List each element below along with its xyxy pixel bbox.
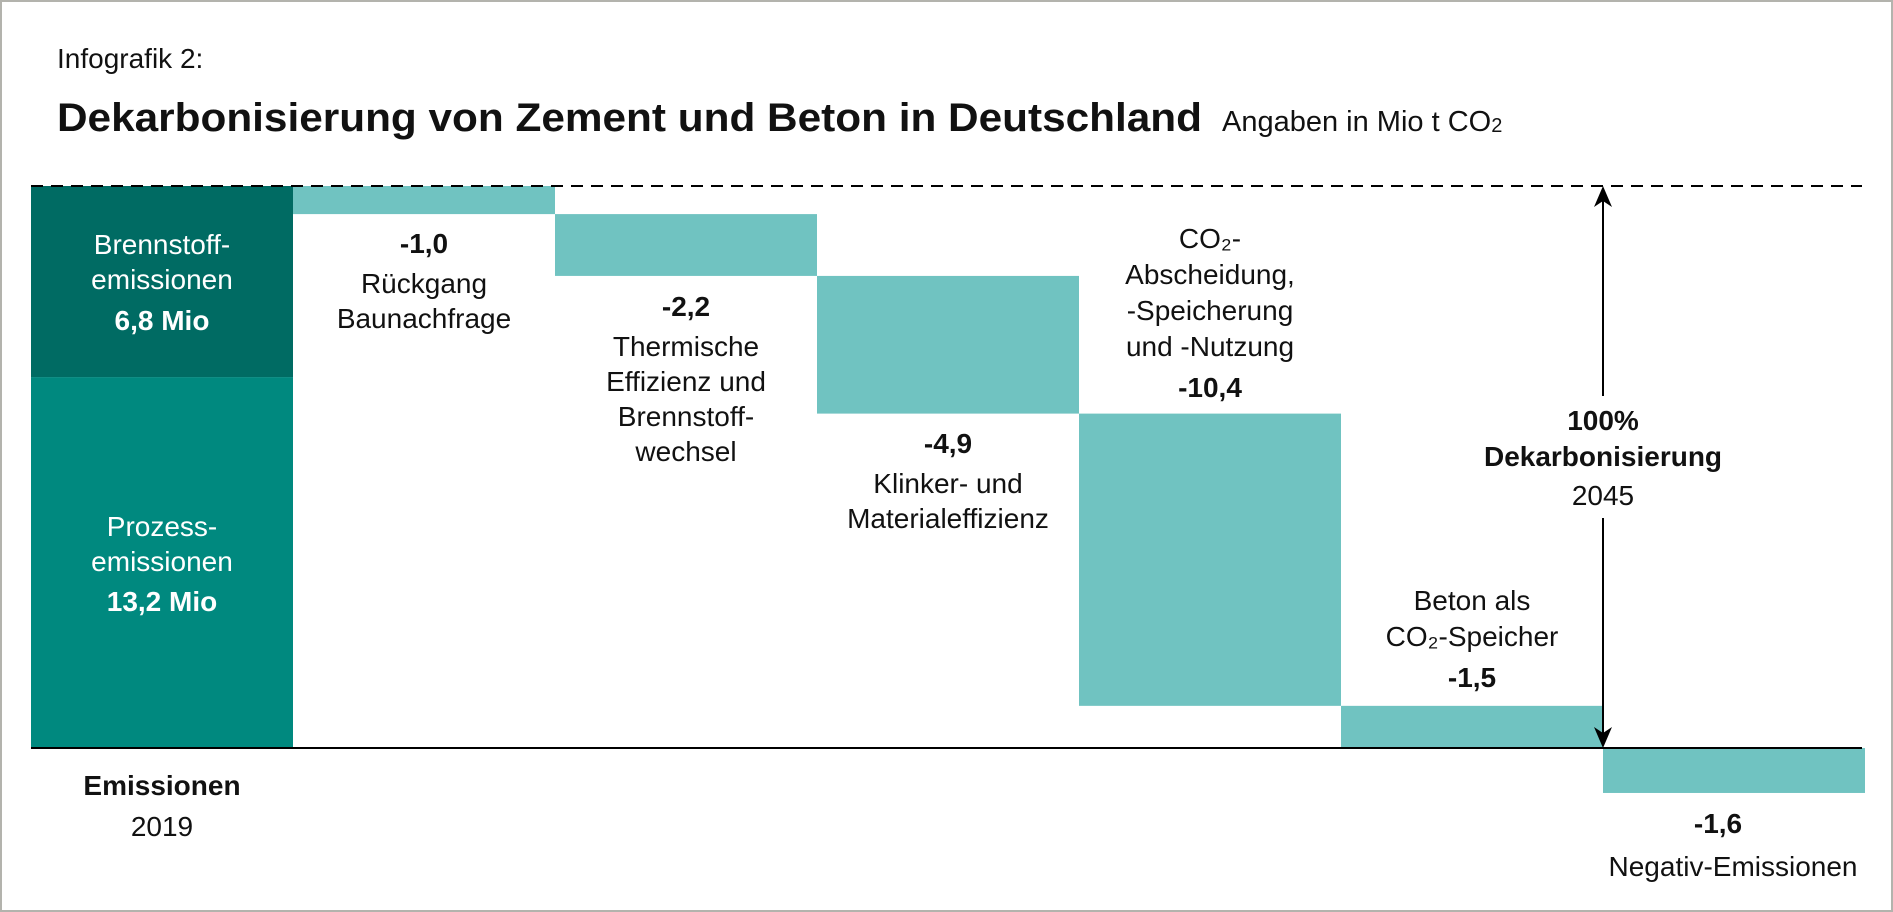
bar-fuel-emissions: [31, 186, 293, 378]
fuel-label-line-1: Brennstoff-: [94, 229, 230, 260]
process-label-line-1: Prozess-: [107, 511, 217, 542]
step-4-label-line-1: CO₂-: [1179, 223, 1241, 254]
fuel-label-line-2: emissionen: [91, 264, 233, 295]
step-2-label-line-1: Thermische: [613, 331, 759, 362]
process-label-line-2: emissionen: [91, 546, 233, 577]
fuel-value-label: 6,8 Mio: [115, 305, 210, 336]
bar-process-emissions: [31, 377, 293, 748]
unit-note: Angaben in Mio t CO2: [1222, 106, 1502, 138]
step-3-label-line-1: Klinker- und: [873, 468, 1022, 499]
step-1-value-label: -1,0: [400, 228, 448, 259]
target-label: Dekarbonisierung: [1484, 441, 1722, 472]
step-6-label: Negativ-Emissionen: [1609, 851, 1858, 882]
step-5-value-label: -1,5: [1448, 662, 1496, 693]
step-2-label-line-2: Effizienz und: [606, 366, 766, 397]
step-2-label-line-3: Brennstoff-: [618, 401, 754, 432]
step-4-label-line-4: und -Nutzung: [1126, 331, 1294, 362]
target-percent-label: 100%: [1567, 405, 1639, 436]
start-year-label: 2019: [131, 811, 193, 842]
step-bar-1: [293, 186, 555, 215]
step-bar-5: [1341, 705, 1603, 748]
step-bar-6: [1603, 748, 1865, 793]
step-4-label-line-3: -Speicherung: [1127, 295, 1294, 326]
start-category-label: Emissionen: [83, 770, 240, 801]
step-2-value-label: -2,2: [662, 291, 710, 322]
step-6-value-label: -1,6: [1694, 808, 1742, 839]
step-4-label-line-2: Abscheidung,: [1125, 259, 1295, 290]
step-5-label-line-1: Beton als: [1414, 585, 1531, 616]
target-arrow-down-head: [1594, 727, 1612, 748]
target-arrow-up-head: [1594, 186, 1612, 207]
step-5-label-line-2: CO₂-Speicher: [1386, 621, 1559, 652]
step-2-label-line-4: wechsel: [634, 436, 736, 467]
step-1-label-line-1: Rückgang: [361, 268, 487, 299]
step-3-value-label: -4,9: [924, 428, 972, 459]
step-1-label-line-2: Baunachfrage: [337, 303, 511, 334]
step-4-value-label: -10,4: [1178, 372, 1242, 403]
infographic-title: Dekarbonisierung von Zement und Beton in…: [57, 96, 1202, 140]
target-year-label: 2045: [1572, 480, 1634, 511]
infographic-kicker: Infografik 2:: [57, 43, 203, 74]
process-value-label: 13,2 Mio: [107, 586, 217, 617]
step-3-label-line-2: Materialeffizienz: [847, 503, 1049, 534]
step-bar-3: [817, 275, 1079, 414]
step-bar-4: [1079, 413, 1341, 706]
step-bar-2: [555, 214, 817, 276]
